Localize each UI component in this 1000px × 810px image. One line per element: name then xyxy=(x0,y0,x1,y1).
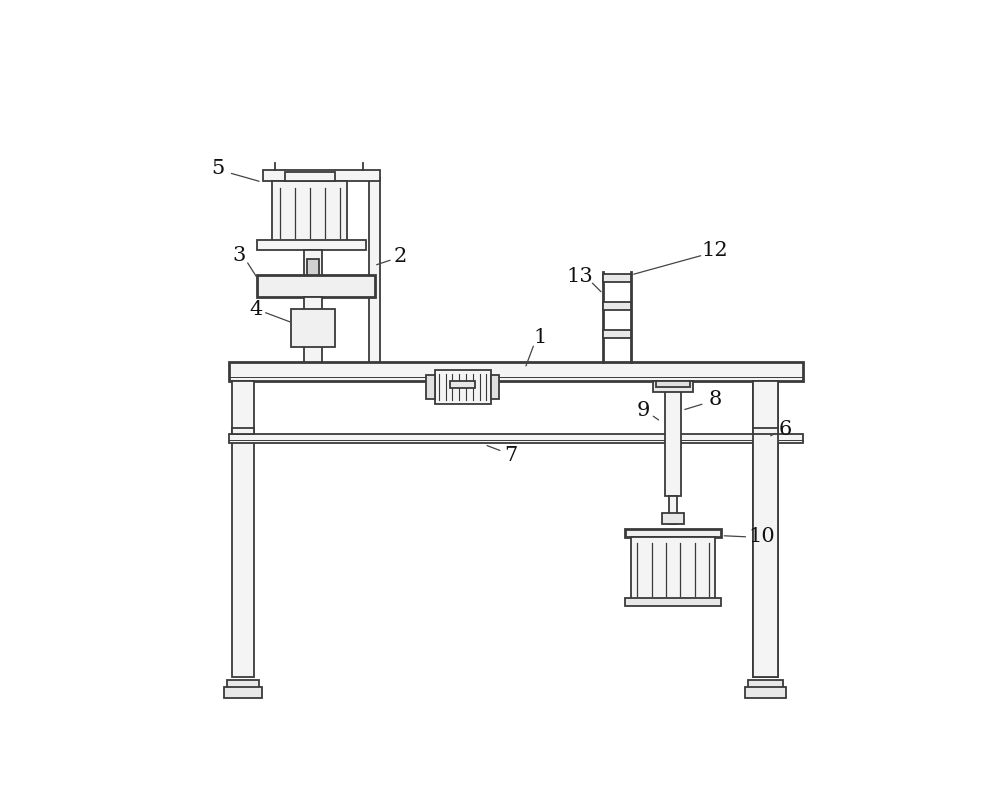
Text: 5: 5 xyxy=(211,160,225,178)
Bar xyxy=(257,275,375,296)
Bar xyxy=(753,428,778,434)
Bar xyxy=(625,598,721,606)
Bar xyxy=(304,250,322,291)
Bar xyxy=(748,680,783,688)
Bar xyxy=(229,362,803,381)
Bar xyxy=(753,381,778,677)
Bar xyxy=(631,537,715,603)
Bar xyxy=(669,497,677,524)
Bar xyxy=(229,434,803,443)
Bar xyxy=(257,240,366,250)
Text: 6: 6 xyxy=(779,420,792,438)
Bar xyxy=(232,428,254,434)
Bar xyxy=(665,381,681,497)
Text: 8: 8 xyxy=(709,390,722,409)
Bar xyxy=(272,181,347,244)
Bar xyxy=(603,330,631,338)
Text: 2: 2 xyxy=(394,247,407,266)
Text: 13: 13 xyxy=(566,266,593,286)
Bar xyxy=(491,375,499,399)
Bar xyxy=(227,680,259,688)
Bar xyxy=(307,259,319,284)
Text: 1: 1 xyxy=(534,328,547,347)
Bar xyxy=(291,309,335,347)
Bar xyxy=(603,302,631,310)
Text: 9: 9 xyxy=(637,401,650,420)
Bar xyxy=(745,687,786,698)
Bar xyxy=(435,369,491,404)
Text: 10: 10 xyxy=(749,527,775,547)
Bar xyxy=(753,381,778,677)
Text: 7: 7 xyxy=(505,446,518,465)
Text: 3: 3 xyxy=(233,246,246,265)
Bar xyxy=(224,687,262,698)
Bar xyxy=(232,381,254,677)
Bar xyxy=(662,514,684,524)
Bar xyxy=(603,275,631,282)
Text: 4: 4 xyxy=(249,300,262,319)
Bar xyxy=(753,428,778,434)
Bar xyxy=(656,381,690,387)
Bar xyxy=(285,172,335,181)
Bar xyxy=(304,296,322,362)
Bar xyxy=(450,381,475,389)
Bar xyxy=(653,381,693,392)
Text: 12: 12 xyxy=(702,241,729,259)
Bar xyxy=(263,170,380,181)
Bar xyxy=(625,530,721,537)
Bar xyxy=(426,375,435,399)
Bar xyxy=(369,178,380,362)
